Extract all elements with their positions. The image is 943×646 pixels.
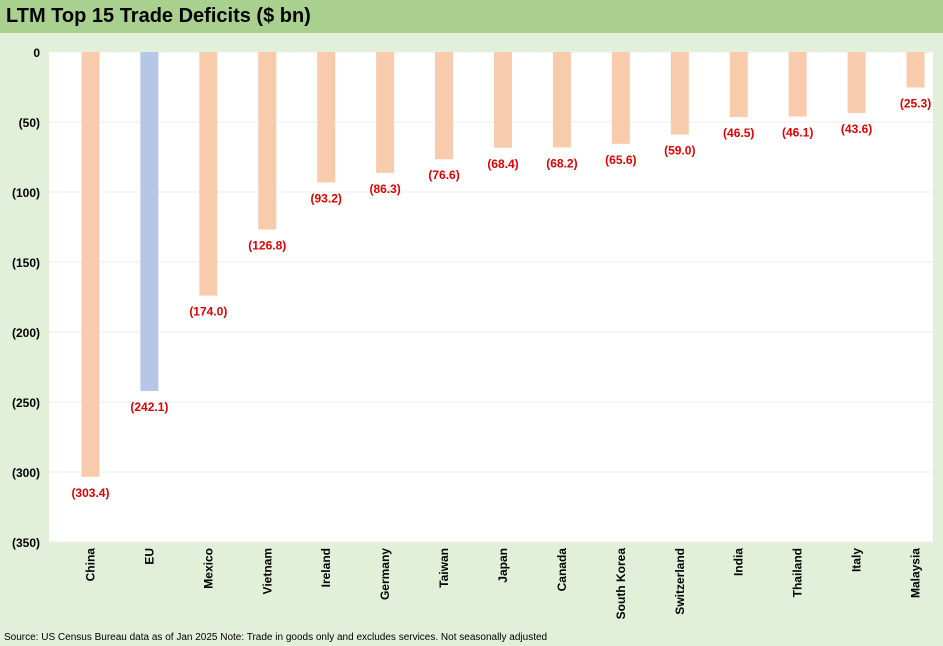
- data-label: (174.0): [189, 305, 227, 319]
- title-bar: LTM Top 15 Trade Deficits ($ bn): [0, 0, 943, 33]
- x-tick-label: India: [732, 548, 746, 576]
- bar-mexico: [199, 52, 218, 296]
- bar-eu: [140, 52, 159, 391]
- y-tick-label: 0: [33, 46, 40, 60]
- bar-taiwan: [435, 52, 454, 160]
- data-label: (242.1): [130, 400, 168, 414]
- data-label: (59.0): [664, 144, 695, 158]
- data-label: (126.8): [248, 239, 286, 253]
- x-tick-label: Malaysia: [909, 548, 923, 598]
- bar-south-korea: [611, 52, 630, 144]
- x-tick-label: South Korea: [614, 548, 628, 620]
- data-label: (68.2): [546, 156, 577, 170]
- x-tick-label: China: [83, 548, 97, 582]
- x-tick-label: EU: [142, 548, 156, 565]
- bar-japan: [494, 52, 512, 148]
- data-label: (43.6): [841, 122, 872, 136]
- bar-chart: 0 (50) (100) (150) (200) (250) (300) (350) (303…: [12, 46, 933, 620]
- data-label: (303.4): [71, 486, 109, 500]
- data-label: (25.3): [900, 96, 931, 110]
- bar-india: [729, 52, 748, 118]
- bar-ireland: [317, 52, 336, 183]
- x-tick-label: Taiwan: [437, 548, 451, 588]
- x-axis-ticks: China EU Mexico Vietnam Ireland Germany Taiwan…: [83, 548, 922, 620]
- x-tick-label: Japan: [496, 548, 510, 583]
- y-tick-label: (350): [12, 536, 40, 550]
- gridlines: [49, 51, 933, 543]
- x-tick-label: Mexico: [201, 548, 215, 589]
- plot-area: [49, 52, 933, 542]
- bar-china: [81, 52, 100, 477]
- data-label: (68.4): [487, 157, 518, 171]
- bar-italy: [847, 52, 866, 114]
- y-tick-label: (300): [12, 466, 40, 480]
- bar-vietnam: [258, 52, 277, 230]
- x-tick-label: Italy: [850, 548, 864, 572]
- y-tick-label: (250): [12, 396, 40, 410]
- x-tick-label: Thailand: [791, 548, 805, 597]
- y-tick-label: (50): [19, 116, 40, 130]
- y-tick-label: (150): [12, 256, 40, 270]
- x-tick-label: Switzerland: [673, 548, 687, 615]
- data-label: (65.6): [605, 153, 636, 167]
- x-tick-label: Ireland: [319, 548, 333, 587]
- bar-germany: [376, 52, 395, 173]
- x-tick-label: Germany: [378, 548, 392, 600]
- chart-title: LTM Top 15 Trade Deficits ($ bn): [6, 5, 311, 27]
- bar-switzerland: [670, 52, 689, 135]
- y-tick-label: (200): [12, 326, 40, 340]
- bar-malaysia: [906, 52, 925, 88]
- bars: [81, 52, 925, 477]
- data-label: (86.3): [369, 182, 400, 196]
- bar-canada: [552, 52, 571, 148]
- data-label: (46.5): [723, 126, 754, 140]
- data-labels: (303.4) (242.1) (174.0) (126.8) (93.2) (86.3)…: [71, 96, 931, 499]
- x-tick-label: Canada: [555, 548, 569, 592]
- data-label: (76.6): [428, 168, 459, 182]
- y-axis-ticks: 0 (50) (100) (150) (200) (250) (300) (350): [12, 46, 40, 550]
- x-tick-label: Vietnam: [260, 548, 274, 594]
- data-label: (46.1): [782, 126, 813, 140]
- source-note: Source: US Census Bureau data as of Jan …: [4, 632, 548, 643]
- y-tick-label: (100): [12, 186, 40, 200]
- bar-thailand: [788, 52, 807, 117]
- data-label: (93.2): [311, 191, 342, 205]
